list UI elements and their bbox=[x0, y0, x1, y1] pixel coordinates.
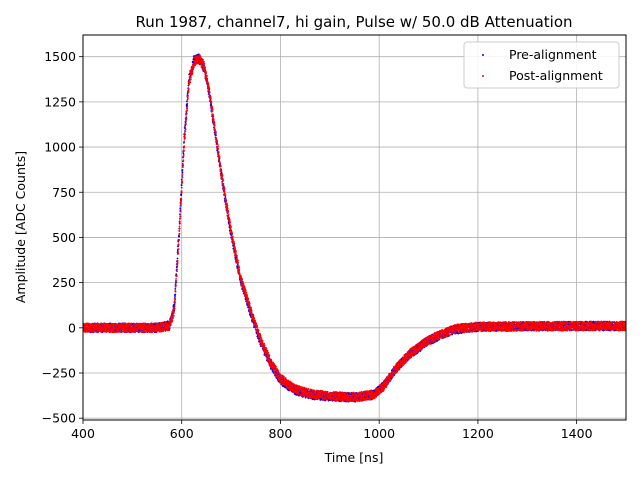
data-point bbox=[180, 193, 183, 195]
data-point bbox=[177, 240, 180, 243]
data-point bbox=[180, 184, 183, 187]
chart-title: Run 1987, channel7, hi gain, Pulse w/ 50… bbox=[135, 13, 572, 31]
data-point bbox=[181, 171, 184, 174]
data-point bbox=[180, 178, 183, 181]
data-point bbox=[94, 330, 97, 333]
data-point bbox=[96, 331, 99, 334]
data-point bbox=[100, 331, 103, 334]
data-point bbox=[85, 326, 87, 329]
data-point bbox=[131, 324, 134, 327]
data-point bbox=[173, 303, 176, 306]
data-point bbox=[210, 103, 213, 106]
data-point bbox=[103, 322, 106, 325]
data-point bbox=[109, 326, 112, 329]
data-point bbox=[181, 168, 184, 171]
data-point bbox=[183, 141, 185, 144]
plot-points bbox=[83, 53, 626, 403]
data-point bbox=[178, 234, 180, 237]
data-point bbox=[181, 162, 184, 165]
data-point bbox=[130, 322, 133, 325]
data-point bbox=[176, 257, 179, 260]
data-point bbox=[133, 322, 135, 325]
data-point bbox=[182, 152, 185, 155]
data-point bbox=[115, 322, 117, 325]
data-point bbox=[174, 295, 176, 297]
data-point bbox=[89, 325, 92, 328]
data-point bbox=[174, 288, 177, 290]
data-point bbox=[179, 213, 181, 216]
series-pre-alignment bbox=[83, 53, 626, 403]
data-point bbox=[175, 281, 177, 284]
data-point bbox=[140, 329, 143, 332]
data-point bbox=[186, 104, 189, 107]
data-point bbox=[176, 250, 179, 253]
data-point bbox=[126, 330, 129, 333]
data-point bbox=[215, 134, 217, 137]
grid bbox=[82, 35, 626, 420]
data-point bbox=[83, 327, 86, 330]
data-point bbox=[86, 324, 88, 327]
series-post-alignment bbox=[83, 53, 626, 403]
data-point bbox=[105, 327, 108, 330]
data-point bbox=[186, 105, 188, 108]
data-point bbox=[234, 256, 237, 259]
data-point bbox=[176, 265, 178, 268]
data-point bbox=[177, 245, 179, 248]
data-point bbox=[186, 100, 188, 103]
data-point bbox=[137, 330, 139, 333]
data-point bbox=[181, 175, 184, 177]
data-point bbox=[174, 293, 177, 296]
data-point bbox=[152, 322, 155, 325]
data-point bbox=[127, 327, 130, 329]
